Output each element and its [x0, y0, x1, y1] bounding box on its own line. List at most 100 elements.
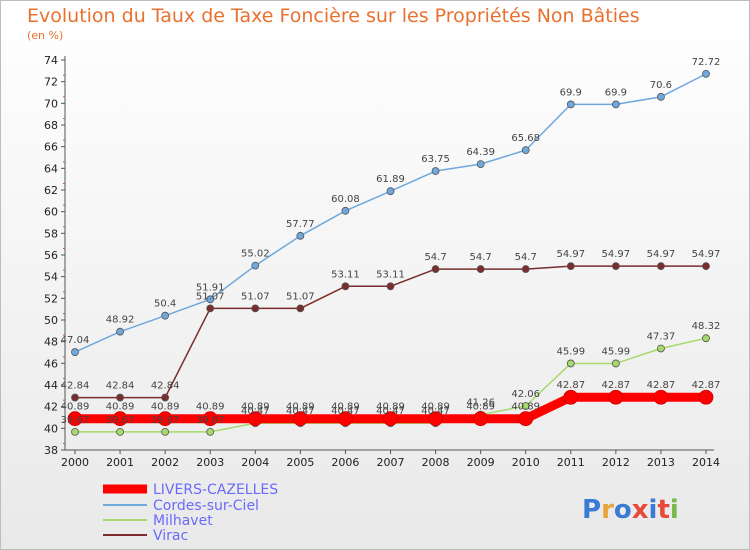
data-point	[296, 231, 305, 240]
data-label: 60.08	[331, 194, 360, 205]
legend-label: Virac	[153, 528, 188, 544]
y-tick-label: 54	[44, 271, 58, 284]
data-point	[67, 411, 83, 427]
data-label: 63.75	[421, 154, 450, 165]
data-label: 42.87	[647, 380, 676, 391]
y-tick-label: 38	[44, 444, 58, 457]
series-line-cordes-sur-ciel	[74, 73, 707, 353]
y-tick-label: 62	[44, 184, 58, 197]
data-label: 40.47	[286, 406, 315, 417]
x-tick-label: 2006	[331, 456, 359, 469]
data-point	[251, 304, 260, 313]
data-label: 40.89	[466, 402, 495, 413]
data-label: 54.97	[647, 249, 676, 260]
y-tick-label: 70	[44, 97, 58, 110]
y-tick-label: 60	[44, 206, 58, 219]
data-label: 48.32	[692, 321, 721, 332]
data-label: 40.89	[151, 402, 180, 413]
data-point	[566, 359, 575, 368]
data-label: 39.67	[61, 415, 90, 426]
data-point	[161, 311, 170, 320]
data-point	[71, 348, 79, 356]
data-point	[71, 393, 79, 402]
data-point	[428, 411, 443, 427]
x-tick-label: 2000	[61, 456, 89, 469]
data-point	[431, 167, 440, 175]
data-label: 40.47	[241, 406, 270, 417]
data-point	[608, 389, 624, 405]
data-point	[476, 160, 485, 169]
data-point	[566, 262, 575, 271]
data-label: 45.99	[602, 346, 631, 357]
data-point	[206, 295, 215, 304]
data-point	[161, 428, 170, 436]
data-point	[611, 359, 620, 368]
data-point	[702, 69, 710, 78]
data-label: 54.7	[515, 252, 537, 263]
x-tick-label: 2009	[467, 456, 495, 469]
data-label: 51.07	[196, 291, 225, 302]
legend-label: LIVERS-CAZELLES	[153, 482, 278, 498]
x-tick-label: 2002	[151, 456, 179, 469]
data-label: 40.47	[421, 406, 450, 417]
data-point	[611, 262, 620, 271]
data-label: 42.87	[556, 380, 585, 391]
y-tick-label: 74	[44, 54, 58, 67]
data-point	[206, 428, 215, 436]
data-label: 40.89	[511, 402, 540, 413]
data-point	[116, 327, 124, 336]
data-point	[116, 393, 124, 402]
y-tick-label: 46	[44, 357, 58, 370]
data-label: 53.11	[376, 269, 405, 280]
data-point	[653, 389, 669, 405]
x-tick-label: 2007	[377, 456, 405, 469]
data-label: 54.97	[692, 249, 721, 260]
data-label: 42.84	[151, 381, 180, 392]
data-point	[206, 304, 215, 313]
y-tick-label: 44	[44, 379, 58, 392]
data-point	[341, 282, 350, 291]
data-point	[521, 402, 530, 410]
data-point	[657, 92, 665, 101]
legend-label: Cordes-sur-Ciel	[153, 498, 259, 514]
data-label: 39.67	[151, 415, 180, 426]
x-tick-label: 2008	[422, 456, 450, 469]
data-label: 40.89	[196, 402, 225, 413]
data-label: 54.7	[424, 252, 446, 263]
data-point	[521, 146, 530, 155]
data-label: 47.04	[61, 335, 90, 346]
data-point	[251, 261, 260, 270]
data-label: 54.97	[602, 249, 631, 260]
data-label: 64.39	[466, 147, 495, 158]
data-label: 45.99	[556, 346, 585, 357]
data-point	[157, 411, 173, 427]
data-label: 42.84	[61, 381, 90, 392]
data-point	[473, 411, 489, 427]
data-point	[296, 304, 305, 313]
chart-subtitle: (en %)	[27, 29, 63, 42]
data-label: 51.07	[241, 291, 270, 302]
data-label: 41.26	[466, 398, 495, 409]
data-label: 42.06	[511, 389, 540, 400]
x-tick-label: 2012	[602, 456, 630, 469]
data-point	[476, 265, 485, 273]
data-point	[702, 262, 710, 271]
data-point	[292, 411, 308, 427]
data-point	[431, 265, 440, 273]
y-tick-label: 68	[44, 119, 58, 132]
data-label: 70.6	[650, 80, 672, 91]
data-point	[112, 411, 128, 427]
data-point	[116, 428, 124, 436]
y-tick-label: 52	[44, 292, 58, 305]
data-point	[518, 411, 534, 427]
data-label: 40.89	[286, 402, 315, 413]
data-point	[71, 428, 79, 436]
data-point	[702, 334, 710, 343]
data-label: 39.67	[196, 415, 225, 426]
data-point	[386, 187, 395, 196]
data-label: 40.89	[376, 402, 405, 413]
data-label: 51.91	[196, 282, 225, 293]
y-tick-label: 58	[44, 227, 58, 240]
